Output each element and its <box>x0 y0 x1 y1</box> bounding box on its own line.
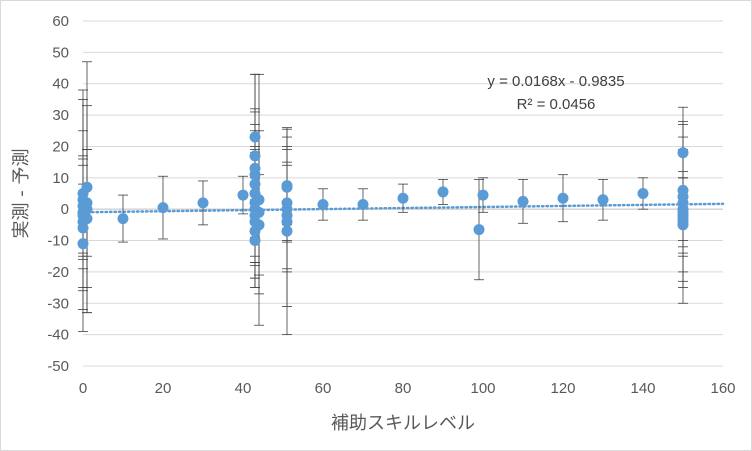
y-tick-label: -10 <box>47 233 69 250</box>
data-point <box>281 181 293 193</box>
y-tick-label: 50 <box>52 44 69 61</box>
y-tick-label: -40 <box>47 327 69 344</box>
x-tick-label: 160 <box>710 380 735 397</box>
data-point <box>253 194 265 206</box>
data-point <box>249 178 261 190</box>
y-tick-label: -20 <box>47 264 69 281</box>
data-point <box>81 213 93 225</box>
x-tick-label: 20 <box>155 380 172 397</box>
x-tick-label: 140 <box>630 380 655 397</box>
data-point <box>157 202 169 214</box>
data-point <box>249 169 261 181</box>
data-point <box>473 224 485 236</box>
data-point <box>253 206 265 218</box>
error-bars <box>78 61 688 336</box>
data-points <box>77 131 689 250</box>
r-squared-label: R² = 0.0456 <box>517 96 596 113</box>
x-tick-label: 0 <box>79 380 87 397</box>
data-point <box>249 235 261 247</box>
data-point <box>237 189 249 201</box>
y-tick-label: 0 <box>61 201 69 218</box>
data-point <box>77 222 89 234</box>
data-point <box>597 194 609 206</box>
data-point <box>517 195 529 207</box>
data-point <box>249 131 261 143</box>
data-point <box>357 198 369 210</box>
y-tick-label: -30 <box>47 295 69 312</box>
y-tick-label: 40 <box>52 76 69 93</box>
y-tick-label: 30 <box>52 107 69 124</box>
y-axis-title: 実測 - 予測 <box>11 149 32 239</box>
data-point <box>281 225 293 237</box>
gridlines <box>83 20 723 367</box>
data-point <box>249 150 261 162</box>
data-point <box>677 147 689 159</box>
y-tick-label: 20 <box>52 138 69 155</box>
data-point <box>81 181 93 193</box>
data-point <box>557 192 569 204</box>
x-tick-label: 40 <box>235 380 252 397</box>
data-point <box>397 192 409 204</box>
data-point <box>253 219 265 231</box>
data-point <box>677 219 689 231</box>
data-point <box>197 197 209 209</box>
x-tick-label: 120 <box>550 380 575 397</box>
data-point <box>437 186 449 198</box>
data-point <box>77 238 89 250</box>
data-point <box>317 198 329 210</box>
y-tick-label: -50 <box>47 358 69 375</box>
data-point <box>117 213 129 225</box>
x-axis-title: 補助スキルレベル <box>331 413 475 434</box>
x-tick-label: 60 <box>315 380 332 397</box>
x-tick-label: 100 <box>470 380 495 397</box>
x-tick-label: 80 <box>395 380 412 397</box>
data-point <box>81 203 93 215</box>
data-point <box>281 216 293 228</box>
data-point <box>477 189 489 201</box>
y-tick-label: 10 <box>52 170 69 187</box>
data-point <box>637 188 649 199</box>
trendline-equation: y = 0.0168x - 0.9835 <box>487 73 624 90</box>
y-tick-label: 60 <box>52 13 69 30</box>
